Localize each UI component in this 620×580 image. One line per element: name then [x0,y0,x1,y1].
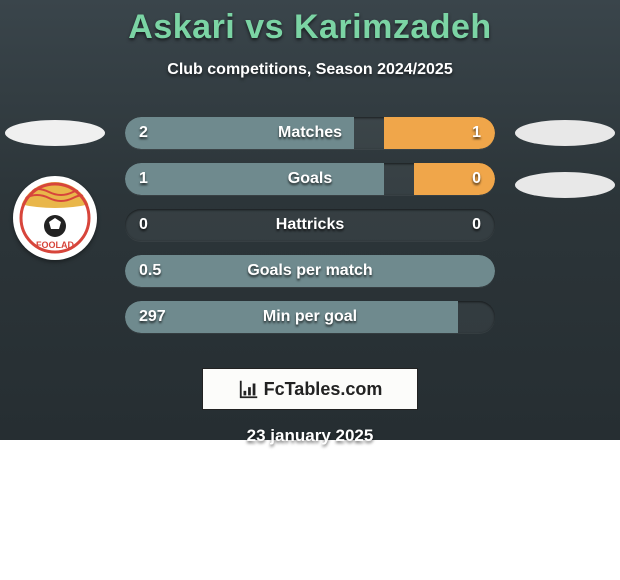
stat-label: Goals [288,170,332,188]
stat-value-left: 0.5 [139,262,161,280]
chart-icon [238,378,260,400]
stat-row: Min per goal 297 [0,294,620,340]
stat-value-left: 297 [139,308,166,326]
stat-value-left: 1 [139,170,148,188]
badge-text: FcTables.com [264,379,383,400]
page-title: Askari vs Karimzadeh [0,0,620,47]
stat-label: Hattricks [276,216,344,234]
stat-value-right: 0 [472,216,481,234]
stat-row: Goals 1 0 [0,156,620,202]
stat-value-left: 0 [139,216,148,234]
stats-block: Matches 2 1 Goals 1 0 Hattricks 0 0 Goals per mat… [0,110,620,340]
stat-bar-track: Matches 2 1 [125,117,495,149]
stat-value-left: 2 [139,124,148,142]
date-label: 23 january 2025 [0,426,620,446]
comparison-card: Askari vs Karimzadeh Club competitions, … [0,0,620,440]
stat-row: Matches 2 1 [0,110,620,156]
stat-value-right: 0 [472,170,481,188]
subtitle: Club competitions, Season 2024/2025 [0,61,620,79]
stat-row: Goals per match 0.5 [0,248,620,294]
stat-label: Goals per match [247,262,372,280]
stat-label: Min per goal [263,308,357,326]
stat-bar-track: Min per goal 297 [125,301,495,333]
stat-bar-track: Goals 1 0 [125,163,495,195]
stat-bar-right [414,163,495,195]
stat-value-right: 1 [472,124,481,142]
stat-label: Matches [278,124,342,142]
stat-bar-left [125,163,384,195]
stat-bar-track: Hattricks 0 0 [125,209,495,241]
stat-row: Hattricks 0 0 [0,202,620,248]
source-badge[interactable]: FcTables.com [202,368,418,410]
stat-bar-track: Goals per match 0.5 [125,255,495,287]
